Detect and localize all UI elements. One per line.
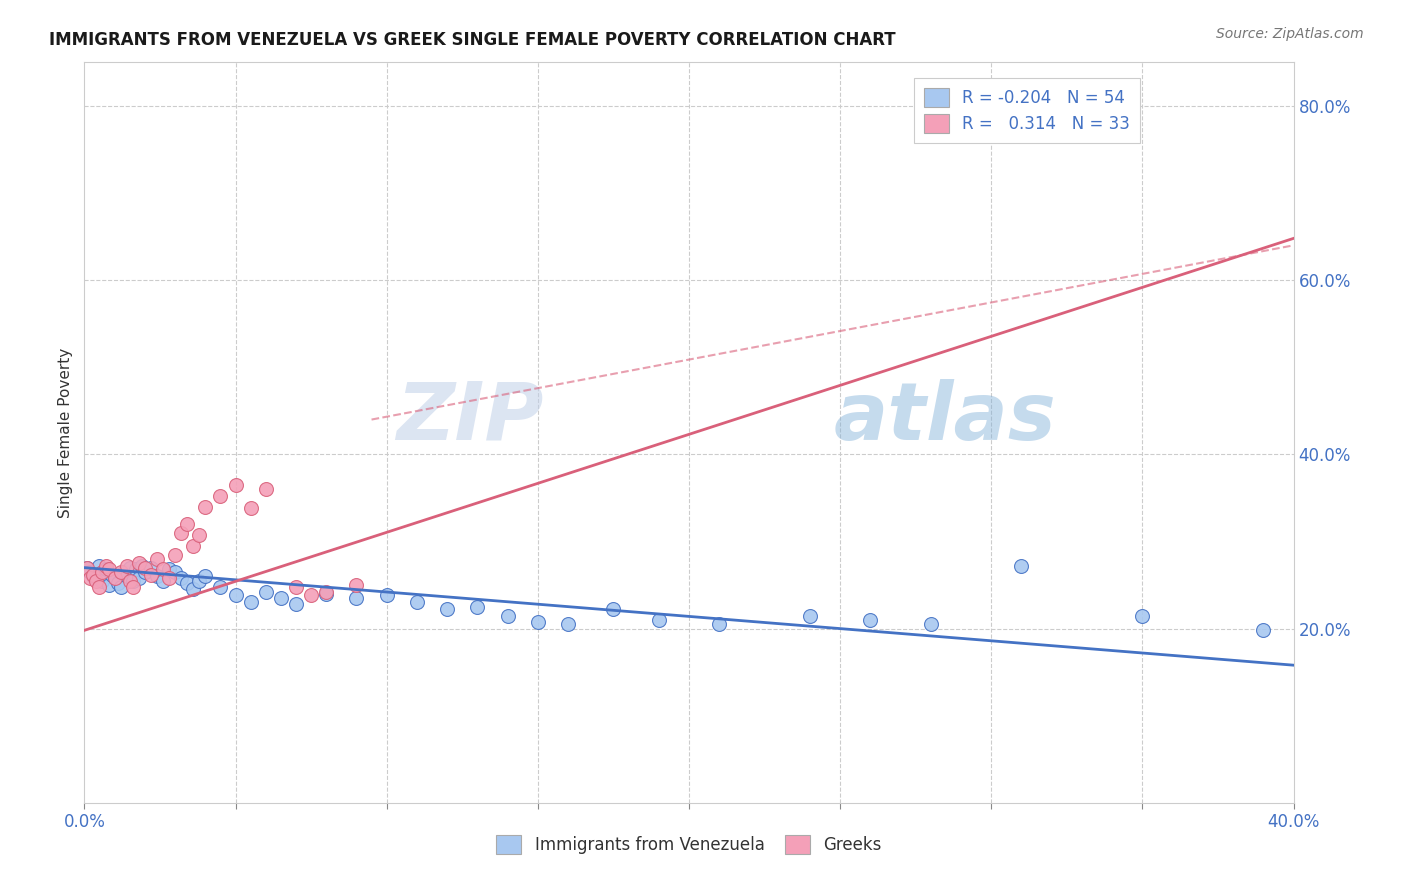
Point [285,597,308,611]
Point [406,595,429,609]
Point [648,613,671,627]
Point [94,558,117,573]
Point [602,602,624,616]
Point [94,562,117,576]
Point [709,617,731,632]
Point [110,565,132,579]
Point [76,560,98,574]
Point [121,580,143,594]
Point [100,567,122,582]
Point [131,558,153,573]
Point [79,565,101,579]
Point [104,571,127,585]
Point [152,562,174,576]
Point [139,567,162,582]
Point [118,574,141,588]
Point [254,585,277,599]
Point [346,591,368,606]
Point [527,615,550,629]
Point [128,556,150,570]
Point [176,576,198,591]
Point [134,565,156,579]
Point [121,574,143,588]
Point [181,539,204,553]
Point [254,482,277,496]
Point [86,571,108,585]
Point [110,580,132,594]
Point [79,571,101,585]
Point [209,489,232,503]
Point [859,613,882,627]
Point [1130,608,1153,623]
Point [118,560,141,574]
Point [97,562,120,576]
Point [436,602,458,616]
Text: Source: ZipAtlas.com: Source: ZipAtlas.com [1216,27,1364,41]
Text: ZIP: ZIP [396,379,544,457]
Point [82,569,104,583]
Point [375,589,398,603]
Point [107,576,129,591]
Point [91,574,114,588]
Point [920,617,942,632]
Point [157,571,180,585]
Point [82,567,104,582]
Text: IMMIGRANTS FROM VENEZUELA VS GREEK SINGLE FEMALE POVERTY CORRELATION CHART: IMMIGRANTS FROM VENEZUELA VS GREEK SINGL… [49,31,896,49]
Point [467,599,489,614]
Point [146,569,169,583]
Point [104,571,127,585]
Point [209,580,232,594]
Point [89,580,111,594]
Point [157,562,180,576]
Point [181,582,204,597]
Point [225,589,247,603]
Point [170,571,193,585]
Point [165,565,187,579]
Point [239,595,262,609]
Point [115,558,138,573]
Point [97,578,120,592]
Point [139,560,162,574]
Point [270,591,292,606]
Point [299,589,322,603]
Point [165,548,187,562]
Point [170,525,193,540]
Point [115,569,138,583]
Point [125,562,148,576]
Point [176,517,198,532]
Point [225,478,247,492]
Point [112,565,135,579]
Point [346,578,368,592]
Legend: Immigrants from Venezuela, Greeks: Immigrants from Venezuela, Greeks [489,829,889,861]
Point [1011,558,1033,573]
Point [1253,624,1275,638]
Point [128,571,150,585]
Point [285,580,308,594]
Point [315,587,337,601]
Point [91,565,114,579]
Point [194,569,217,583]
Point [496,608,519,623]
Point [146,552,169,566]
Point [152,574,174,588]
Point [86,574,108,588]
Point [89,558,111,573]
Point [188,574,211,588]
Point [239,501,262,516]
Point [194,500,217,514]
Text: atlas: atlas [834,379,1057,457]
Point [315,585,337,599]
Point [799,608,821,623]
Point [134,560,156,574]
Y-axis label: Single Female Poverty: Single Female Poverty [58,348,73,517]
Point [188,527,211,541]
Point [76,560,98,574]
Point [557,617,579,632]
